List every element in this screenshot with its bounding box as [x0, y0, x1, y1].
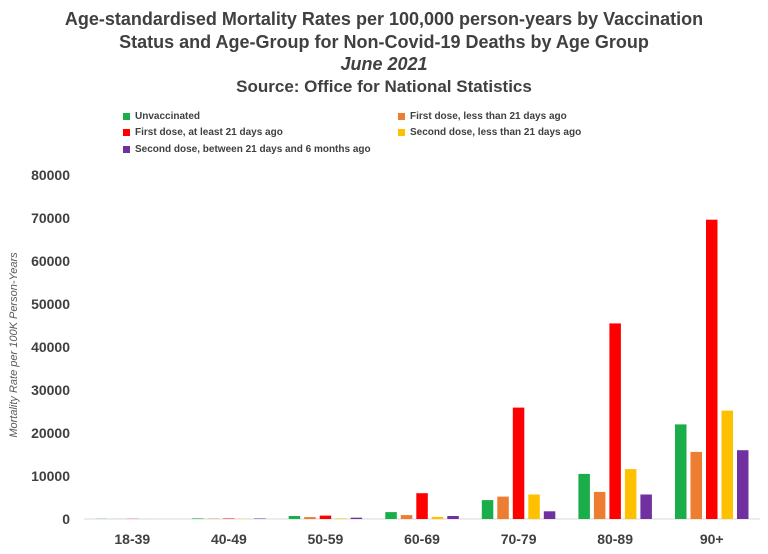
bar-50-59-series-3: [335, 518, 347, 519]
y-tick-label: 60000: [31, 253, 70, 269]
x-tick-label: 18-39: [114, 531, 150, 547]
bar-60-69-series-3: [431, 516, 444, 519]
y-tick-label: 70000: [31, 210, 70, 226]
bar-90+-series-2: [706, 219, 718, 519]
y-tick-label: 50000: [31, 296, 70, 312]
bar-60-69-series-4: [447, 516, 459, 519]
bar-90+-series-4: [737, 450, 749, 519]
bar-90+-series-3: [721, 410, 733, 519]
legend-label: Second dose, less than 21 days ago: [410, 127, 582, 138]
x-tick-label: 40-49: [211, 531, 247, 547]
bar-50-59-series-4: [350, 517, 363, 519]
legend-label: First dose, at least 21 days ago: [135, 127, 283, 138]
bar-50-59-series-1: [304, 517, 316, 519]
bar-80-89-series-4: [640, 494, 652, 519]
x-tick-label: 70-79: [501, 531, 537, 547]
legend-swatch: [123, 146, 130, 153]
legend-label: Unvaccinated: [135, 111, 201, 122]
bar-80-89-series-1: [593, 491, 606, 519]
bar-60-69-series-2: [416, 493, 428, 519]
bar-60-69-series-1: [400, 515, 413, 519]
legend-item-second-dose-21-6m: Second dose, between 21 days and 6 month…: [123, 144, 371, 155]
bar-90+-series-0: [675, 424, 687, 519]
legend-label: Second dose, between 21 days and 6 month…: [135, 144, 371, 155]
legend-swatch: [398, 129, 405, 136]
y-tick-label: 80000: [31, 167, 70, 183]
chart-title-line-1: Age-standardised Mortality Rates per 100…: [64, 9, 704, 29]
y-tick-label: 40000: [31, 339, 70, 355]
y-tick-label: 10000: [31, 468, 70, 484]
bar-70-79-series-3: [528, 494, 540, 519]
bar-50-59-series-2: [319, 515, 332, 519]
legend-item-first-dose-recent: First dose, less than 21 days ago: [398, 111, 567, 122]
chart-title-line-4: Source: Office for National Statistics: [236, 77, 532, 96]
bar-90+-series-1: [690, 451, 702, 519]
legend-swatch: [398, 113, 405, 120]
legend-item-second-dose-recent: Second dose, less than 21 days ago: [398, 127, 581, 138]
y-tick-label: 20000: [31, 425, 70, 441]
bar-40-49-series-4: [254, 518, 266, 519]
chart-title-line-3: June 2021: [340, 54, 428, 74]
bar-80-89-series-2: [609, 323, 621, 519]
y-tick-label: 30000: [31, 382, 70, 398]
x-tick-label: 90+: [700, 531, 724, 547]
bar-80-89-series-0: [578, 473, 590, 519]
legend-item-first-dose-21: First dose, at least 21 days ago: [123, 127, 283, 138]
bar-80-89-series-3: [624, 469, 637, 519]
bar-70-79-series-4: [543, 511, 556, 519]
bar-70-79-series-2: [512, 407, 525, 519]
bar-40-49-series-2: [223, 518, 235, 519]
bar-70-79-series-1: [497, 496, 509, 519]
y-tick-label: 0: [62, 511, 70, 527]
bar-40-49-series-0: [192, 518, 204, 519]
x-tick-label: 50-59: [307, 531, 343, 547]
legend-item-unvaccinated: Unvaccinated: [123, 111, 200, 122]
x-tick-label: 60-69: [404, 531, 440, 547]
legend-label: First dose, less than 21 days ago: [410, 111, 567, 122]
x-tick-label: 80-89: [597, 531, 633, 547]
chart-title-line-2: Status and Age-Group for Non-Covid-19 De…: [119, 32, 649, 52]
bar-60-69-series-0: [385, 512, 397, 519]
legend-swatch: [123, 113, 130, 120]
bar-50-59-series-0: [288, 516, 301, 519]
legend-swatch: [123, 129, 130, 136]
bar-70-79-series-0: [481, 500, 494, 519]
